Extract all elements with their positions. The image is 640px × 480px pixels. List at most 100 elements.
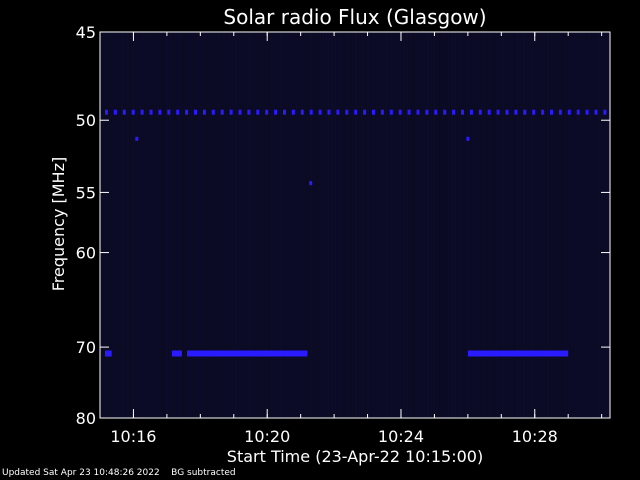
noise-streak bbox=[502, 32, 504, 418]
noise-streak bbox=[106, 32, 108, 418]
signal-dash bbox=[336, 109, 340, 115]
noise-streak bbox=[466, 32, 468, 418]
signal-dot bbox=[309, 181, 313, 186]
noise-streak bbox=[388, 32, 390, 418]
signal-dash bbox=[550, 109, 553, 115]
noise-streak bbox=[397, 32, 399, 418]
noise-streak bbox=[271, 32, 273, 418]
noise-streak bbox=[460, 32, 462, 418]
signal-dash bbox=[567, 109, 571, 115]
noise-streak bbox=[430, 32, 432, 418]
signal-dash bbox=[363, 109, 367, 115]
noise-streak bbox=[115, 32, 117, 418]
noise-streak bbox=[484, 32, 486, 418]
noise-streak bbox=[334, 32, 336, 418]
noise-streak bbox=[208, 32, 210, 418]
noise-streak bbox=[199, 32, 201, 418]
noise-streak bbox=[274, 32, 276, 418]
noise-streak bbox=[427, 32, 429, 418]
noise-streak bbox=[550, 32, 552, 418]
noise-streak bbox=[283, 32, 285, 418]
noise-streak bbox=[445, 32, 447, 418]
noise-streak bbox=[355, 32, 357, 418]
noise-streak bbox=[169, 32, 171, 418]
noise-streak bbox=[559, 32, 561, 418]
noise-streak bbox=[361, 32, 363, 418]
signal-dash bbox=[309, 109, 313, 115]
noise-streak bbox=[184, 32, 186, 418]
noise-streak bbox=[487, 32, 489, 418]
noise-streak bbox=[316, 32, 318, 418]
noise-streak bbox=[349, 32, 351, 418]
noise-streak bbox=[481, 32, 483, 418]
noise-streak bbox=[310, 32, 312, 418]
noise-streak bbox=[295, 32, 297, 418]
signal-dash bbox=[496, 109, 500, 115]
noise-streak bbox=[145, 32, 147, 418]
signal-dash bbox=[469, 109, 473, 115]
signal-dash bbox=[434, 109, 438, 115]
noise-streak bbox=[442, 32, 444, 418]
noise-streak bbox=[544, 32, 546, 418]
noise-streak bbox=[139, 32, 141, 418]
noise-streak bbox=[373, 32, 375, 418]
noise-streak bbox=[280, 32, 282, 418]
noise-streak bbox=[472, 32, 474, 418]
signal-dash bbox=[514, 109, 518, 115]
noise-streak bbox=[409, 32, 411, 418]
signal-dash bbox=[283, 109, 286, 115]
noise-streak bbox=[511, 32, 513, 418]
x-tick-label: 10:28 bbox=[512, 427, 558, 446]
y-axis-label: Frequency [MHz] bbox=[49, 157, 68, 291]
noise-streak bbox=[238, 32, 240, 418]
noise-streak bbox=[127, 32, 129, 418]
signal-dash bbox=[318, 109, 322, 115]
signal-dash bbox=[122, 109, 126, 115]
noise-streak bbox=[253, 32, 255, 418]
noise-streak bbox=[433, 32, 435, 418]
noise-streak bbox=[331, 32, 333, 418]
signal-dot bbox=[466, 136, 470, 141]
noise-streak bbox=[133, 32, 135, 418]
noise-streak bbox=[556, 32, 558, 418]
noise-streak bbox=[385, 32, 387, 418]
noise-streak bbox=[469, 32, 471, 418]
signal-dash bbox=[185, 109, 189, 115]
noise-streak bbox=[607, 32, 609, 418]
y-tick-label: 45 bbox=[76, 23, 96, 42]
noise-streak bbox=[187, 32, 189, 418]
noise-streak bbox=[565, 32, 567, 418]
x-axis-label: Start Time (23-Apr-22 10:15:00) bbox=[227, 447, 483, 466]
signal-dash bbox=[105, 109, 108, 115]
signal-dash bbox=[461, 109, 464, 115]
signal-dash bbox=[407, 109, 411, 115]
noise-streak bbox=[337, 32, 339, 418]
noise-streak bbox=[367, 32, 369, 418]
signal-band bbox=[105, 350, 112, 357]
noise-streak bbox=[250, 32, 252, 418]
noise-streak bbox=[418, 32, 420, 418]
signal-dash bbox=[167, 109, 171, 115]
signal-dash bbox=[238, 109, 242, 115]
signal-band bbox=[187, 350, 308, 357]
signal-dash bbox=[229, 109, 233, 115]
noise-streak bbox=[376, 32, 378, 418]
noise-streak bbox=[265, 32, 267, 418]
signal-band bbox=[467, 350, 569, 357]
noise-streak bbox=[529, 32, 531, 418]
noise-streak bbox=[583, 32, 585, 418]
noise-streak bbox=[286, 32, 288, 418]
signal-dash bbox=[380, 109, 384, 115]
signal-dash bbox=[354, 109, 358, 115]
signal-dash bbox=[558, 109, 562, 115]
noise-streak bbox=[577, 32, 579, 418]
signal-dash bbox=[478, 109, 482, 115]
noise-streak bbox=[151, 32, 153, 418]
noise-streak bbox=[406, 32, 408, 418]
noise-streak bbox=[124, 32, 126, 418]
noise-streak bbox=[463, 32, 465, 418]
signal-band bbox=[171, 350, 182, 357]
noise-streak bbox=[490, 32, 492, 418]
signal-dash bbox=[113, 109, 117, 115]
noise-streak bbox=[304, 32, 306, 418]
